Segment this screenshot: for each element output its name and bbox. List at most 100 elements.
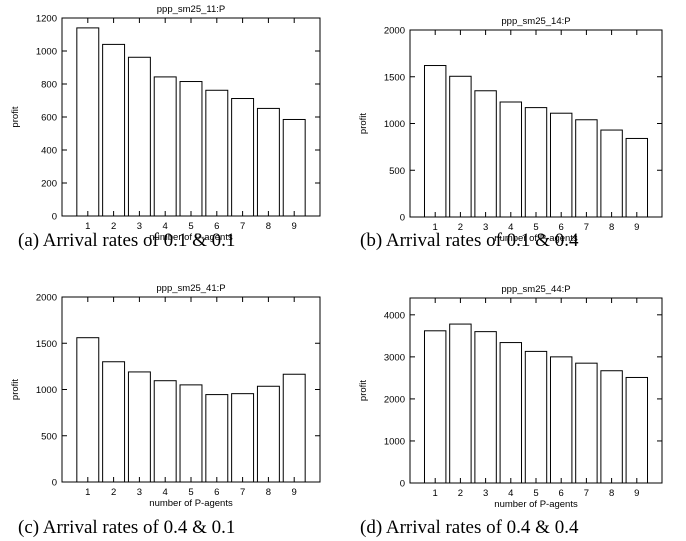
bar-4 <box>153 76 177 217</box>
y-tick-label: 1500 <box>384 72 405 83</box>
y-tick-label: 3000 <box>384 352 405 363</box>
bar-9 <box>625 376 649 484</box>
bar-7 <box>231 393 255 483</box>
y-axis-label: profit <box>10 379 21 400</box>
x-tick-label: 6 <box>559 222 564 233</box>
x-tick-label: 3 <box>137 221 142 232</box>
y-tick-label: 800 <box>41 80 57 91</box>
x-tick-label: 6 <box>214 487 219 498</box>
bar-2 <box>102 43 126 217</box>
bar-1 <box>423 65 447 218</box>
bar-4 <box>153 380 177 483</box>
x-tick-label: 4 <box>163 221 168 232</box>
x-tick-label: 5 <box>533 488 538 499</box>
x-axis-label: number of P-agents <box>494 233 578 244</box>
x-tick-label: 5 <box>533 222 538 233</box>
chart-panel-3: ppp_sm25_41:P 0 500 1000 1500 2000 1 2 3 4 5 6 7 8 9 nu… <box>10 283 321 538</box>
bar-7 <box>231 98 255 217</box>
bar-2 <box>449 75 472 218</box>
bar-2 <box>449 323 472 484</box>
bar-7 <box>575 362 598 484</box>
x-tick-label: 7 <box>584 222 589 233</box>
y-tick-label: 1000 <box>36 385 57 396</box>
bar-3 <box>474 90 497 218</box>
x-tick-label: 3 <box>483 488 488 499</box>
bar-5 <box>524 350 548 484</box>
y-tick-label: 0 <box>52 212 57 223</box>
chart-title: ppp_sm25_11:P <box>157 4 226 15</box>
bar-3 <box>127 56 151 217</box>
x-tick-label: 7 <box>240 487 245 498</box>
x-tick-label: 8 <box>609 488 614 499</box>
bar-6 <box>205 89 229 217</box>
y-tick-label: 1000 <box>384 436 405 447</box>
x-tick-label: 7 <box>584 488 589 499</box>
y-tick-label: 1000 <box>384 119 405 130</box>
x-tick-label: 1 <box>85 221 90 232</box>
x-tick-label: 9 <box>634 222 639 233</box>
bar-7 <box>575 119 598 218</box>
x-tick-label: 8 <box>609 222 614 233</box>
y-tick-label: 1500 <box>36 339 57 350</box>
x-tick-label: 6 <box>214 221 219 232</box>
x-tick-label: 3 <box>137 487 142 498</box>
x-tick-label: 8 <box>266 487 271 498</box>
chart-panel-1: ppp_sm25_11:P 0 200 400 600 800 1000 1200 1 2 3 4 5 6… <box>10 4 321 251</box>
x-tick-label: 7 <box>240 221 245 232</box>
y-tick-label: 1200 <box>36 14 57 25</box>
y-tick-label: 0 <box>52 478 57 489</box>
bar-1 <box>76 27 100 217</box>
bar-9 <box>625 137 649 218</box>
bar-3 <box>474 331 497 484</box>
chart-title: ppp_sm25_41:P <box>156 283 225 294</box>
bar-1 <box>76 337 100 483</box>
y-tick-label: 0 <box>400 479 405 490</box>
bar-6 <box>549 356 573 484</box>
chart-title: ppp_sm25_14:P <box>501 16 570 27</box>
y-axis-label: profit <box>358 113 369 134</box>
chart-panel-4: ppp_sm25_44:P 0 1000 2000 3000 4000 1 2 3 4 5 6 7 8 9 n… <box>358 284 663 538</box>
bar-3 <box>127 371 151 483</box>
chart-panel-2: ppp_sm25_14:P 0 500 1000 1500 2000 1 2 3 4 5 6 7 8 9 nu… <box>358 16 663 251</box>
x-tick-label: 3 <box>483 222 488 233</box>
chart-title: ppp_sm25_44:P <box>501 284 570 295</box>
x-tick-label: 5 <box>188 221 193 232</box>
x-tick-label: 2 <box>111 221 116 232</box>
y-tick-label: 600 <box>41 113 57 124</box>
x-tick-label: 5 <box>188 487 193 498</box>
y-tick-label: 4000 <box>384 310 405 321</box>
bar-4 <box>499 342 523 484</box>
x-axis-label: number of P-agents <box>149 498 233 509</box>
x-tick-label: 4 <box>508 488 513 499</box>
figure-caption: (a) Arrival rates of 0.1 & 0.1 <box>18 230 235 251</box>
y-tick-label: 500 <box>389 166 405 177</box>
y-tick-label: 200 <box>41 179 57 190</box>
y-tick-label: 0 <box>400 213 405 224</box>
x-tick-label: 2 <box>111 487 116 498</box>
y-axis-label: profit <box>10 106 21 127</box>
bar-4 <box>499 101 523 218</box>
bar-8 <box>600 129 623 218</box>
figure-caption: (b) Arrival rates of 0.1 & 0.4 <box>360 230 579 251</box>
x-axis-label: number of P-agents <box>494 499 578 510</box>
x-tick-label: 6 <box>559 488 564 499</box>
x-tick-label: 9 <box>634 488 639 499</box>
x-axis-label: number of P-agents <box>149 232 233 243</box>
y-tick-label: 2000 <box>384 394 405 405</box>
bar-6 <box>205 394 229 483</box>
x-tick-label: 2 <box>458 488 463 499</box>
bar-1 <box>423 330 447 484</box>
bar-5 <box>524 107 548 218</box>
y-tick-label: 2000 <box>384 26 405 37</box>
y-tick-label: 400 <box>41 146 57 157</box>
y-axis-label: profit <box>358 380 369 401</box>
bar-2 <box>102 361 126 483</box>
bar-8 <box>256 385 280 483</box>
figure-caption: (d) Arrival rates of 0.4 & 0.4 <box>360 517 579 538</box>
x-tick-label: 1 <box>433 488 438 499</box>
x-tick-label: 9 <box>292 221 297 232</box>
y-tick-label: 500 <box>41 431 57 442</box>
bar-9 <box>282 118 306 217</box>
bar-8 <box>600 370 623 484</box>
